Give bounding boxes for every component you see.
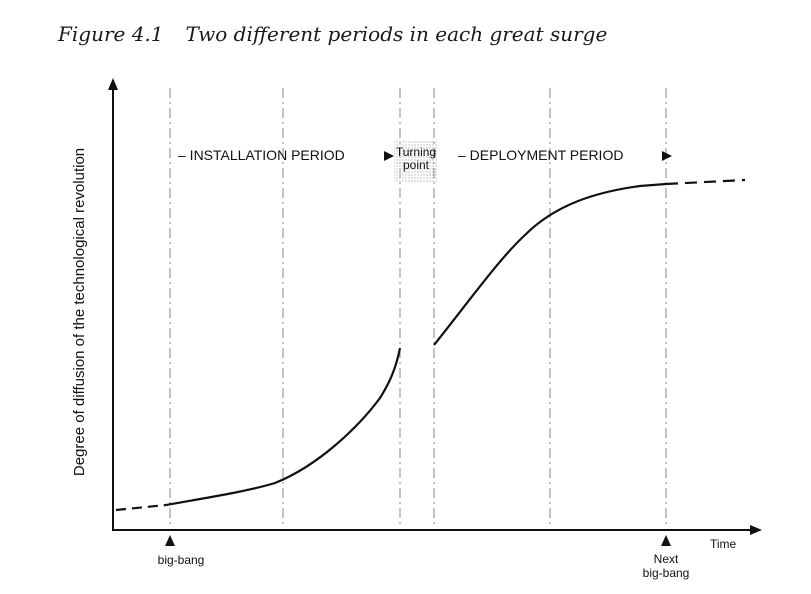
next-big-bang-label-line1: Next (654, 552, 679, 566)
figure-number: Figure 4.1 (58, 22, 164, 46)
turning-point-box (394, 140, 438, 182)
figure-title: Two different periods in each great surg… (185, 22, 608, 46)
figure-caption: Figure 4.1 Two different periods in each … (58, 22, 607, 46)
y-axis-label: Degree of diffusion of the technological… (71, 148, 88, 476)
deployment-period-label: – DEPLOYMENT PERIOD (458, 147, 623, 163)
x-axis-label: Time (710, 537, 737, 551)
next-big-bang-label-line2: big-bang (643, 566, 690, 580)
curve-post-dashed (665, 178, 746, 186)
next-big-bang-marker-icon (661, 535, 671, 546)
curve-installation (165, 347, 402, 507)
installation-arrowhead (384, 151, 394, 161)
big-bang-marker-icon (165, 535, 175, 546)
turning-point-label-line2: point (403, 158, 430, 172)
turning-point-label-line1: Turning (396, 145, 436, 159)
y-axis-arrowhead (108, 78, 118, 90)
curve-pre-dashed (115, 503, 167, 512)
installation-period-label: – INSTALLATION PERIOD (178, 147, 345, 163)
big-bang-label: big-bang (158, 553, 205, 567)
x-axis-arrowhead (750, 525, 762, 535)
curve-deployment (433, 182, 667, 346)
deployment-arrowhead (662, 151, 672, 161)
